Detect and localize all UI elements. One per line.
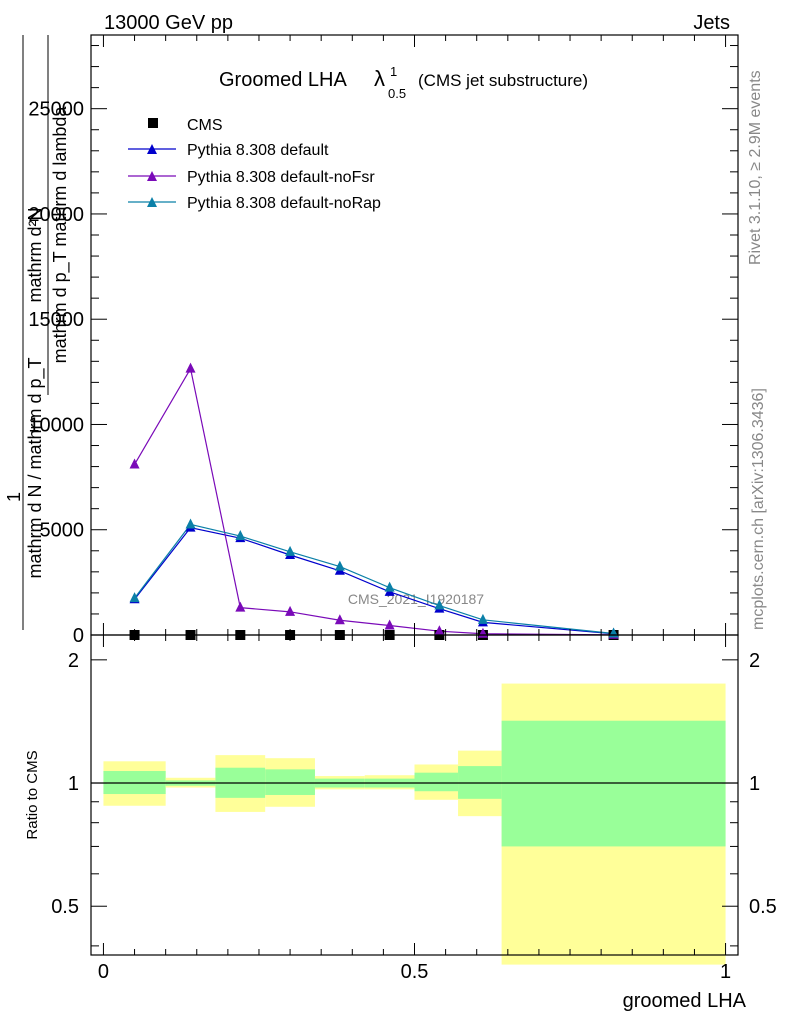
data-point-pythia-8-308-default-norap [129,592,140,603]
header-process: Jets [693,12,730,34]
ylabel-dn-dpt: mathrm d N / mathrm d p_T [25,357,46,578]
ylabel-one: 1 [4,492,24,502]
ratio-y-tick-label: 1 [68,773,79,795]
ratio-y-tick-label: 2 [68,650,79,672]
y-tick-label: 20000 [28,204,84,226]
data-point-pythia-8-308-default-norap [384,581,395,592]
legend: CMS Pythia 8.308 default Pythia 8.308 de… [128,117,381,212]
x-tick-label: 0.5 [401,961,429,983]
legend-marker-norap [147,197,157,207]
legend-marker-cms [148,118,158,128]
ratio-stat-band [265,769,315,795]
data-point-pythia-8-308-default-norap [434,599,445,610]
analysis-watermark: CMS_2021_I1920187 [348,591,484,607]
title-subscript: 0.5 [388,86,406,101]
legend-label-cms: CMS [187,117,223,134]
data-point-pythia-8-308-default-norap [334,560,345,571]
title-superscript: 1 [390,64,397,79]
data-point-pythia-8-308-default-nofsr [185,362,196,373]
y-tick-label: 10000 [28,414,84,436]
legend-marker-default [147,144,157,154]
legend-label-nofsr: Pythia 8.308 default-noFsr [187,169,375,186]
y-tick-label: 5000 [40,520,85,542]
data-point-pythia-8-308-default-nofsr [235,601,246,612]
ratio-y-tick-label-right: 2 [749,650,760,672]
ratio-y-tick-label: 0.5 [51,896,79,918]
data-point-pythia-8-308-default-norap [477,613,488,624]
ratio-ylabel: Ratio to CMS [24,750,41,839]
data-point-pythia-8-308-default-norap [235,530,246,541]
x-tick-label: 0 [98,961,109,983]
plot-title: Groomed LHA λ 1 0.5 (CMS jet substructur… [219,64,588,101]
ratio-y-tick-label-right: 0.5 [749,896,777,918]
ylabel-numerator: mathrm d²N [25,207,45,302]
legend-label-norap: Pythia 8.308 default-noRap [187,195,381,212]
title-lambda: λ [374,66,385,91]
xlabel: groomed LHA [623,990,747,1012]
title-note: (CMS jet substructure) [418,71,588,90]
rivet-version: Rivet 3.1.10, ≥ 2.9M events [747,70,764,265]
ylabel-denominator: mathrm d p_T mathrm d lambda [50,106,71,364]
data-point-pythia-8-308-default-nofsr [434,625,445,636]
ratio-y-tick-label-right: 1 [749,773,760,795]
x-tick-label: 1 [720,961,731,983]
data-point-pythia-8-308-default-nofsr [384,619,395,630]
header-energy: 13000 GeV pp [104,12,233,34]
legend-marker-nofsr [147,171,157,181]
y-tick-label: 15000 [28,309,84,331]
data-point-pythia-8-308-default-nofsr [334,614,345,625]
data-point-pythia-8-308-default-norap [185,518,196,529]
data-point-pythia-8-308-default-norap [285,545,296,556]
y-tick-label: 25000 [28,99,84,121]
data-point-pythia-8-308-default-nofsr [285,605,296,616]
ratio-stat-band [414,772,459,792]
legend-label-default: Pythia 8.308 default [187,142,329,159]
title-main: Groomed LHA [219,69,347,91]
data-point-pythia-8-308-default-nofsr [129,458,140,469]
mcplots-credit: mcplots.cern.ch [arXiv:1306.3436] [750,388,767,630]
y-tick-label: 0 [73,625,84,647]
